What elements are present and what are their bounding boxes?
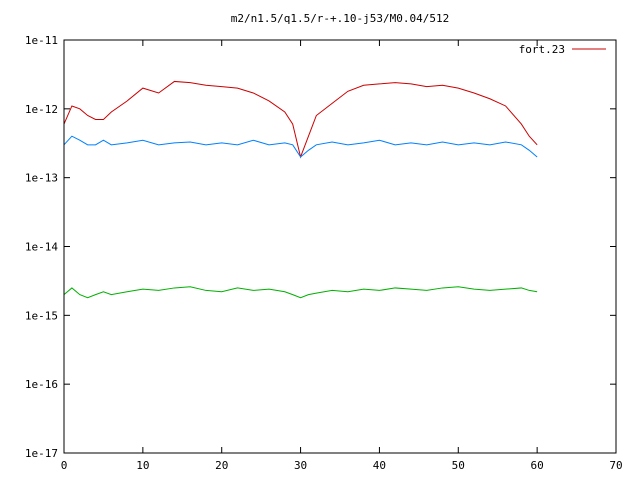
series-layer <box>63 80 538 299</box>
plot-frame <box>63 39 617 454</box>
x-tick-label: 20 <box>215 459 228 472</box>
series-line-1 <box>63 135 538 158</box>
y-tick-label: 1e-16 <box>25 378 58 391</box>
axes-layer: 0 10 20 30 40 50 60 70 1e-11 1e-12 1e-13 1e-14 1e-15… <box>25 34 623 472</box>
legend: fort.23 <box>519 43 606 56</box>
y-tick-label: 1e-12 <box>25 103 58 116</box>
series-line-2 <box>63 286 538 299</box>
x-tick-label: 30 <box>294 459 307 472</box>
y-tick-label: 1e-17 <box>25 447 58 460</box>
x-tick-label: 10 <box>136 459 149 472</box>
y-tick-label: 1e-13 <box>25 172 58 185</box>
y-tick-label: 1e-14 <box>25 241 58 254</box>
y-tick-label: 1e-15 <box>25 309 58 322</box>
x-tick-label: 40 <box>373 459 386 472</box>
legend-label: fort.23 <box>519 43 565 56</box>
x-tick-label: 0 <box>61 459 68 472</box>
x-tick-label: 70 <box>609 459 622 472</box>
y-tick-label: 1e-11 <box>25 34 58 47</box>
x-tick-label: 60 <box>531 459 544 472</box>
x-tick-label: 50 <box>452 459 465 472</box>
series-line-0 <box>63 80 538 159</box>
chart-title: m2/n1.5/q1.5/r-+.10-j53/M0.04/512 <box>231 12 450 25</box>
